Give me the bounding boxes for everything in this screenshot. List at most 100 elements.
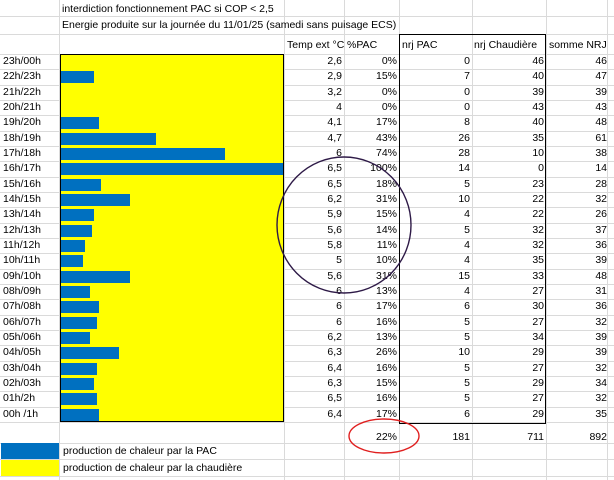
cell-somme: 39: [595, 331, 607, 343]
cell-nrj-chaudiere: 23: [532, 178, 544, 190]
cell-somme: 43: [595, 101, 607, 113]
header-nrj-pac: nrj PAC: [402, 39, 438, 51]
cell-nrj-pac: 7: [464, 70, 470, 82]
cell-somme: 39: [595, 86, 607, 98]
cell-nrj-chaudiere: 0: [538, 162, 544, 174]
total-nrj-pac: 181: [452, 431, 470, 443]
cell-temp: 5,8: [327, 239, 342, 251]
cell-pct: 0%: [381, 55, 397, 67]
cell-nrj-chaudiere: 46: [532, 55, 544, 67]
cell-pct: 15%: [375, 377, 397, 389]
cell-nrj-pac: 4: [464, 285, 470, 297]
cell-nrj-chaudiere: 29: [532, 408, 544, 420]
row-label: 18h/19h: [3, 132, 41, 144]
row-label: 05h/06h: [3, 331, 41, 343]
cell-pct: 43%: [375, 132, 397, 144]
cell-nrj-chaudiere: 32: [532, 239, 544, 251]
cell-nrj-pac: 5: [464, 362, 470, 374]
cell-pct: 0%: [381, 101, 397, 113]
cell-temp: 6,2: [327, 193, 342, 205]
cell-temp: 4,7: [327, 132, 342, 144]
row-label: 16h/17h: [3, 162, 41, 174]
cell-somme: 34: [595, 377, 607, 389]
cell-pct: 31%: [375, 193, 397, 205]
cell-nrj-chaudiere: 40: [532, 70, 544, 82]
cell-temp: 6,2: [327, 331, 342, 343]
cell-nrj-pac: 28: [458, 147, 470, 159]
cell-pct: 17%: [375, 300, 397, 312]
cell-nrj-pac: 0: [464, 55, 470, 67]
cell-somme: 48: [595, 270, 607, 282]
title-line-1: interdiction fonctionnement PAC si COP <…: [62, 3, 274, 15]
cell-nrj-pac: 15: [458, 270, 470, 282]
row-label: 13h/14h: [3, 208, 41, 220]
cell-somme: 46: [595, 55, 607, 67]
cell-nrj-chaudiere: 33: [532, 270, 544, 282]
row-label: 06h/07h: [3, 316, 41, 328]
pac-bar: [61, 225, 92, 237]
cell-temp: 6,5: [327, 162, 342, 174]
cell-temp: 6,5: [327, 178, 342, 190]
cell-pct: 10%: [375, 254, 397, 266]
pac-bar: [61, 148, 225, 160]
pac-bar: [61, 209, 94, 221]
cell-temp: 2,6: [327, 55, 342, 67]
row-label: 17h/18h: [3, 147, 41, 159]
legend-chaudiere-label: production de chaleur par la chaudière: [63, 462, 243, 474]
row-label: 00h /1h: [3, 408, 39, 420]
cell-nrj-chaudiere: 22: [532, 208, 544, 220]
row-label: 02h/03h: [3, 377, 41, 389]
cell-nrj-chaudiere: 35: [532, 132, 544, 144]
cell-nrj-chaudiere: 35: [532, 254, 544, 266]
pac-bar: [61, 71, 94, 83]
cell-somme: 38: [595, 147, 607, 159]
row-label: 20h/21h: [3, 101, 41, 113]
cell-pct: 17%: [375, 408, 397, 420]
cell-nrj-pac: 26: [458, 132, 470, 144]
pac-bar: [61, 133, 156, 145]
cell-nrj-pac: 6: [464, 408, 470, 420]
row-label: 01h/2h: [3, 392, 36, 404]
cell-somme: 61: [595, 132, 607, 144]
pac-bar: [61, 301, 99, 313]
cell-temp: 5,9: [327, 208, 342, 220]
cell-nrj-pac: 4: [464, 254, 470, 266]
cell-nrj-pac: 5: [464, 178, 470, 190]
cell-temp: 6,3: [327, 346, 342, 358]
cell-somme: 39: [595, 254, 607, 266]
cell-pct: 15%: [375, 70, 397, 82]
pac-bar: [61, 117, 99, 129]
pac-bar: [61, 255, 83, 267]
legend-pac-label: production de chaleur par la PAC: [63, 445, 217, 457]
cell-nrj-chaudiere: 22: [532, 193, 544, 205]
cell-pct: 18%: [375, 178, 397, 190]
cell-pct: 14%: [375, 224, 397, 236]
total-nrj-chaudiere: 711: [527, 431, 544, 443]
pac-bar: [61, 240, 85, 252]
row-label: 12h/13h: [3, 224, 41, 236]
cell-nrj-chaudiere: 32: [532, 224, 544, 236]
cell-somme: 39: [595, 346, 607, 358]
cell-nrj-chaudiere: 39: [532, 86, 544, 98]
nrj-columns-frame: [399, 34, 546, 424]
row-label: 07h/08h: [3, 300, 41, 312]
cell-pct: 26%: [375, 346, 397, 358]
row-label: 14h/15h: [3, 193, 41, 205]
pac-bar: [61, 347, 119, 359]
cell-somme: 36: [595, 239, 607, 251]
cell-temp: 6,4: [327, 408, 342, 420]
row-label: 04h/05h: [3, 346, 41, 358]
cell-nrj-pac: 0: [464, 101, 470, 113]
cell-somme: 31: [595, 285, 607, 297]
cell-pct: 13%: [375, 285, 397, 297]
pac-bar: [61, 317, 97, 329]
pac-bar: [61, 363, 97, 375]
cell-nrj-pac: 0: [464, 86, 470, 98]
pac-bar: [61, 163, 283, 175]
cell-temp: 2,9: [327, 70, 342, 82]
cell-nrj-chaudiere: 27: [532, 362, 544, 374]
header-nrj-chaudiere: nrj Chaudière: [474, 39, 538, 51]
cell-temp: 6: [336, 316, 342, 328]
cell-nrj-chaudiere: 27: [532, 285, 544, 297]
